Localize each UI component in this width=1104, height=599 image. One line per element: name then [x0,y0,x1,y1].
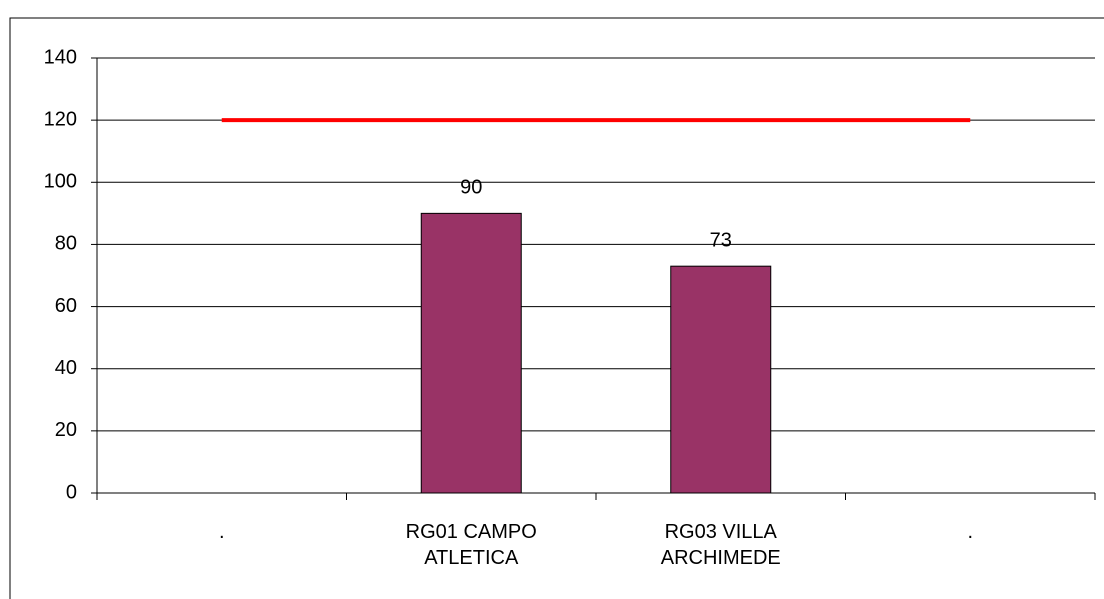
data-label: 73 [710,229,732,251]
y-tick-label: 20 [55,419,77,441]
x-tick-label: RG03 VILLA ARCHIMEDE [660,521,781,569]
bar [670,265,772,494]
y-tick-label: 40 [55,357,77,379]
data-label: 90 [460,177,482,199]
y-tick-label: 60 [55,295,77,317]
x-tick-label: . [218,521,225,543]
x-tick-label: . [967,521,974,543]
y-tick-label: 100 [44,171,77,193]
y-tick-label: 0 [66,481,77,503]
chart-border [9,17,1104,599]
bar [420,212,522,494]
x-tick-label: RG01 CAMPO ATLETICA [405,521,537,569]
y-tick-label: 120 [44,108,77,130]
y-tick-label: 140 [44,46,77,68]
y-tick-label: 80 [55,233,77,255]
